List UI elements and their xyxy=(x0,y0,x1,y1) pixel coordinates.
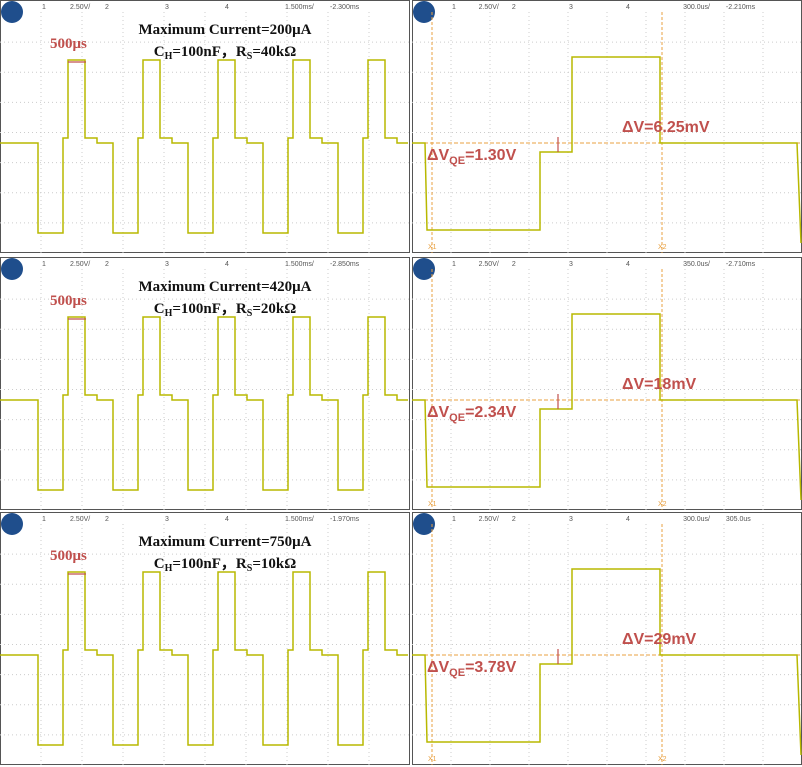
header-label: 4 xyxy=(225,4,229,11)
delta-v-label: ΔV=6.25mV xyxy=(622,119,710,136)
channel-icon xyxy=(1,258,23,280)
header-label: 2.50V/ xyxy=(479,516,499,523)
header-label: 300.0us/ xyxy=(683,516,710,523)
scope-panel: 1 2.50V/2 3 4 1.500ms/ -2.300ms Maximum Curren… xyxy=(0,1,410,254)
header-label: 305.0us xyxy=(726,516,751,523)
header-label: 1 xyxy=(452,4,456,11)
cursor-label: X2 xyxy=(658,244,667,251)
header-label: 2.50V/ xyxy=(479,4,499,11)
header-label: 1 xyxy=(42,261,46,268)
header-label: 2 xyxy=(512,261,516,268)
header-label: 1.500ms/ xyxy=(285,4,314,11)
parameters: CH=100nF，RS=10kΩ xyxy=(154,556,296,574)
subscript: QE xyxy=(449,412,465,424)
param-text: =20kΩ xyxy=(252,301,296,317)
param-text: =100nF，R xyxy=(172,301,247,317)
header-label: 1 xyxy=(42,4,46,11)
header-label: 3 xyxy=(165,516,169,523)
header-label: 2.50V/ xyxy=(70,4,90,11)
channel-icon xyxy=(1,513,23,535)
parameters: CH=100nF，RS=40kΩ xyxy=(154,44,296,62)
header-label: 3 xyxy=(165,4,169,11)
header-label: 4 xyxy=(626,261,630,268)
param-text: C xyxy=(154,44,165,60)
param-text: =100nF，R xyxy=(172,556,247,572)
header-label: 4 xyxy=(626,4,630,11)
param-text: =40kΩ xyxy=(252,44,296,60)
oscilloscope-figure: 1 2.50V/2 3 4 1.500ms/ -2.300ms Maximum Curren… xyxy=(0,0,802,767)
scope-panel: 1 2.50V/2 3 4 300.0us/ -2.210ms ΔV=6.25mV ΔVQE=… xyxy=(412,1,802,254)
header-label: -2.210ms xyxy=(726,4,756,11)
header-label: 1.500ms/ xyxy=(285,516,314,523)
label-text: ΔV xyxy=(427,147,450,164)
header-label: 4 xyxy=(225,516,229,523)
header-label: -2.850ms xyxy=(330,261,360,268)
scope-panel: 1 2.50V/2 3 4 350.0us/ -2.710ms ΔV=18mV ΔVQE=2.… xyxy=(412,258,802,511)
header-label: 3 xyxy=(569,4,573,11)
header-label: 1.500ms/ xyxy=(285,261,314,268)
header-label: 3 xyxy=(165,261,169,268)
header-label: 2 xyxy=(105,261,109,268)
screen xyxy=(413,1,802,253)
cursor-label: X2 xyxy=(658,756,667,763)
param-text: C xyxy=(154,556,165,572)
cursor-label: X2 xyxy=(658,501,667,508)
time-marker: 500μs xyxy=(50,293,87,309)
param-text: =100nF，R xyxy=(172,44,247,60)
param-text: C xyxy=(154,301,165,317)
time-marker: 500μs xyxy=(50,36,87,52)
title: Maximum Current=750μA xyxy=(138,534,311,550)
label-text: =3.78V xyxy=(465,659,516,676)
header-label: 3 xyxy=(569,516,573,523)
scope-panel: 1 2.50V/2 3 4 1.500ms/ -1.970ms Maximum Curren… xyxy=(0,513,410,766)
header-label: 1 xyxy=(452,261,456,268)
delta-v-label: ΔV=18mV xyxy=(622,376,697,393)
cursor-label: X1 xyxy=(428,244,437,251)
subscript: QE xyxy=(449,667,465,679)
header-label: 1 xyxy=(42,516,46,523)
header-label: -1.970ms xyxy=(330,516,360,523)
title: Maximum Current=420μA xyxy=(138,279,311,295)
label-text: =1.30V xyxy=(465,147,516,164)
channel-icon xyxy=(1,1,23,23)
header-label: 2.50V/ xyxy=(70,261,90,268)
label-text: ΔV xyxy=(427,659,450,676)
time-marker: 500μs xyxy=(50,548,87,564)
header-label: 1 xyxy=(452,516,456,523)
header-label: 4 xyxy=(626,516,630,523)
header-label: -2.300ms xyxy=(330,4,360,11)
subscript: QE xyxy=(449,155,465,167)
scope-panel: 1 2.50V/2 3 4 1.500ms/ -2.850ms Maximum Curren… xyxy=(0,258,410,511)
parameters: CH=100nF，RS=20kΩ xyxy=(154,301,296,319)
header-label: 300.0us/ xyxy=(683,4,710,11)
header-label: 2.50V/ xyxy=(70,516,90,523)
cursor-label: X1 xyxy=(428,756,437,763)
label-text: =2.34V xyxy=(465,404,516,421)
cursor-label: X1 xyxy=(428,501,437,508)
header-label: 2 xyxy=(512,4,516,11)
header-label: 2.50V/ xyxy=(479,261,499,268)
param-text: =10kΩ xyxy=(252,556,296,572)
header-label: 350.0us/ xyxy=(683,261,710,268)
header-label: -2.710ms xyxy=(726,261,756,268)
screen xyxy=(413,513,802,765)
label-text: ΔV xyxy=(427,404,450,421)
screen xyxy=(413,258,802,510)
header-label: 2 xyxy=(105,516,109,523)
delta-v-label: ΔV=29mV xyxy=(622,631,697,648)
title: Maximum Current=200μA xyxy=(138,22,311,38)
header-label: 2 xyxy=(512,516,516,523)
header-label: 2 xyxy=(105,4,109,11)
header-label: 4 xyxy=(225,261,229,268)
header-label: 3 xyxy=(569,261,573,268)
scope-panel: 1 2.50V/2 3 4 300.0us/305.0us ΔV=29mV ΔVQE=3.7… xyxy=(412,513,802,766)
